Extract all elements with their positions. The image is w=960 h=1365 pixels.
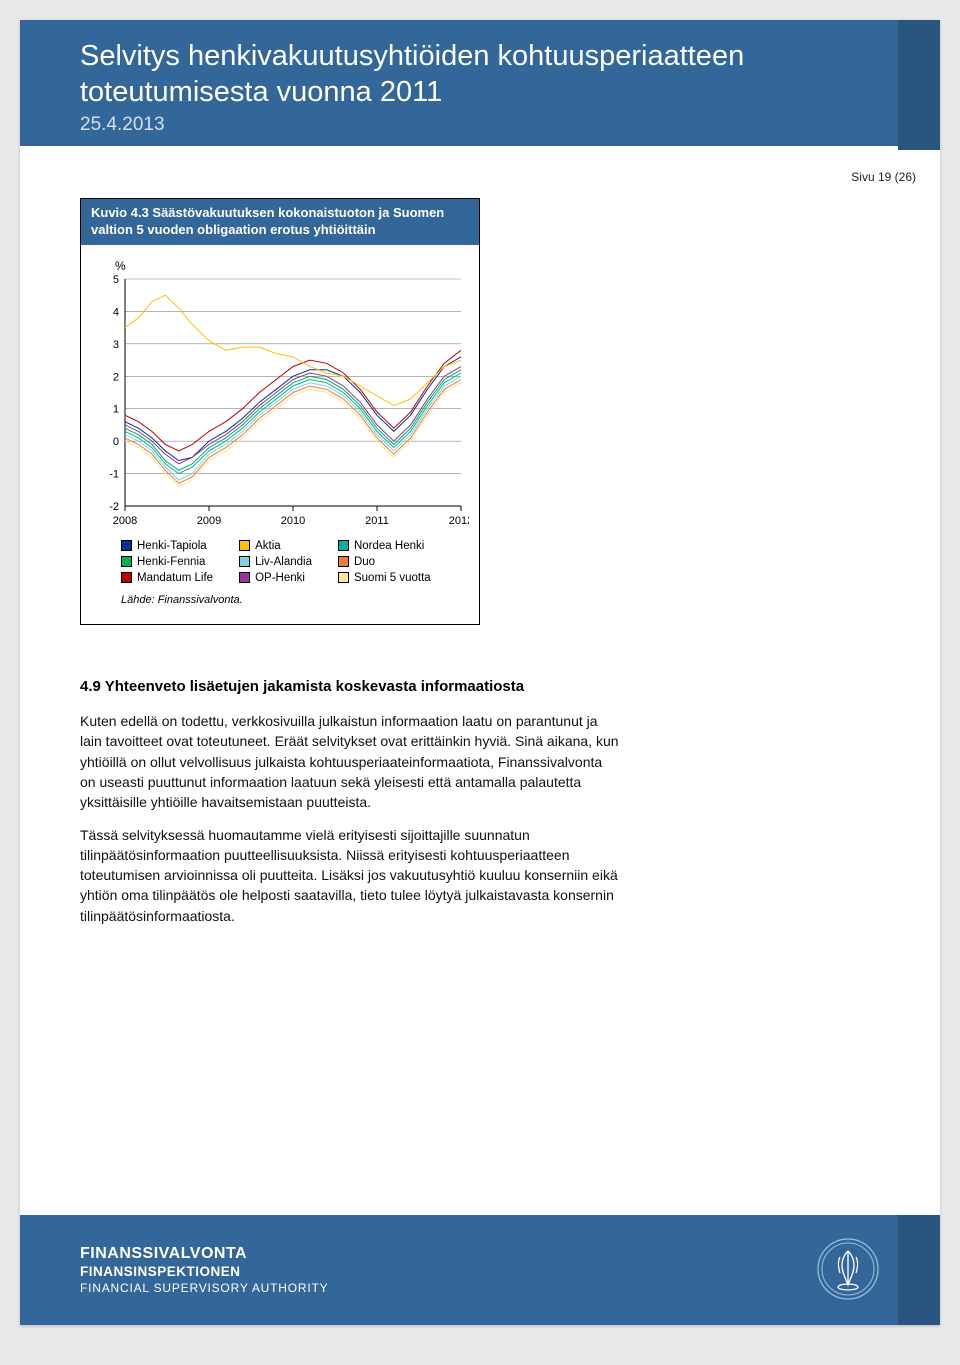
legend-label: OP-Henki: [255, 572, 305, 584]
svg-text:2009: 2009: [197, 515, 221, 527]
legend-label: Nordea Henki: [354, 540, 424, 552]
legend-swatch: [121, 572, 132, 583]
footer-bar: FINANSSIVALVONTA FINANSINSPEKTIONEN FINA…: [20, 1215, 940, 1325]
legend-item: Aktia: [239, 540, 312, 552]
footer-line-1: FINANSSIVALVONTA: [80, 1245, 328, 1263]
legend-swatch: [338, 572, 349, 583]
legend-label: Henki-Tapiola: [137, 540, 207, 552]
page: Selvitys henkivakuutusyhtiöiden kohtuusp…: [20, 20, 940, 1325]
svg-text:-1: -1: [109, 468, 119, 480]
legend-item: Henki-Fennia: [121, 556, 213, 568]
figure-box: Kuvio 4.3 Säästövakuutuksen kokonaistuot…: [80, 198, 480, 625]
svg-text:2: 2: [113, 371, 119, 383]
legend-item: Duo: [338, 556, 431, 568]
svg-text:-2: -2: [109, 501, 119, 513]
section-heading: 4.9 Yhteenveto lisäetujen jakamista kosk…: [80, 677, 620, 697]
legend-label: Liv-Alandia: [255, 556, 312, 568]
page-number: Sivu 19 (26): [851, 170, 916, 184]
line-chart: -2 -1 0 1 2 3 4 5 2008 2009 2010 2011 2012: [91, 275, 469, 530]
legend-column: Henki-Tapiola Henki-Fennia Mandatum Life: [121, 540, 213, 584]
svg-text:5: 5: [113, 275, 119, 286]
legend-label: Suomi 5 vuotta: [354, 572, 431, 584]
header-accent: [898, 20, 940, 150]
page-date: 25.4.2013: [80, 114, 165, 136]
svg-text:2010: 2010: [281, 515, 305, 527]
footer-accent: [898, 1215, 940, 1325]
svg-text:2011: 2011: [365, 515, 389, 527]
legend-swatch: [239, 572, 250, 583]
legend-label: Aktia: [255, 540, 281, 552]
legend-label: Mandatum Life: [137, 572, 213, 584]
legend-column: Nordea Henki Duo Suomi 5 vuotta: [338, 540, 431, 584]
legend-item: Mandatum Life: [121, 572, 213, 584]
chart-container: % -2 -1 0 1 2 3 4 5 2008 2009 2010 2011 2012 Henki-T…: [81, 245, 479, 624]
legend-item: Nordea Henki: [338, 540, 431, 552]
legend-item: Liv-Alandia: [239, 556, 312, 568]
svg-text:2012: 2012: [449, 515, 469, 527]
content-column: Kuvio 4.3 Säästövakuutuksen kokonaistuot…: [80, 198, 620, 938]
emblem-icon: [816, 1237, 880, 1301]
footer-org: FINANSSIVALVONTA FINANSINSPEKTIONEN FINA…: [80, 1245, 328, 1295]
legend-swatch: [338, 540, 349, 551]
footer-line-3: FINANCIAL SUPERVISORY AUTHORITY: [80, 1281, 328, 1295]
legend-label: Duo: [354, 556, 375, 568]
legend-item: Henki-Tapiola: [121, 540, 213, 552]
footer-line-2: FINANSINSPEKTIONEN: [80, 1264, 328, 1279]
svg-text:2008: 2008: [113, 515, 137, 527]
y-axis-unit: %: [115, 259, 469, 273]
legend-item: Suomi 5 vuotta: [338, 572, 431, 584]
svg-text:0: 0: [113, 436, 119, 448]
chart-source: Lähde: Finanssivalvonta.: [121, 594, 469, 614]
svg-text:1: 1: [113, 403, 119, 415]
legend-swatch: [239, 556, 250, 567]
body-paragraph: Kuten edellä on todettu, verkkosivuilla …: [80, 711, 620, 812]
legend-swatch: [121, 556, 132, 567]
legend-swatch: [239, 540, 250, 551]
legend-item: OP-Henki: [239, 572, 312, 584]
page-title: Selvitys henkivakuutusyhtiöiden kohtuusp…: [80, 38, 800, 111]
legend-swatch: [121, 540, 132, 551]
body-paragraph: Tässä selvityksessä huomautamme vielä er…: [80, 825, 620, 926]
chart-legend: Henki-Tapiola Henki-Fennia Mandatum Life Ak…: [121, 540, 469, 584]
svg-text:3: 3: [113, 339, 119, 351]
header-bar: Selvitys henkivakuutusyhtiöiden kohtuusp…: [20, 20, 940, 150]
legend-column: Aktia Liv-Alandia OP-Henki: [239, 540, 312, 584]
legend-swatch: [338, 556, 349, 567]
figure-heading: Kuvio 4.3 Säästövakuutuksen kokonaistuot…: [81, 199, 479, 245]
legend-label: Henki-Fennia: [137, 556, 205, 568]
svg-text:4: 4: [113, 306, 119, 318]
